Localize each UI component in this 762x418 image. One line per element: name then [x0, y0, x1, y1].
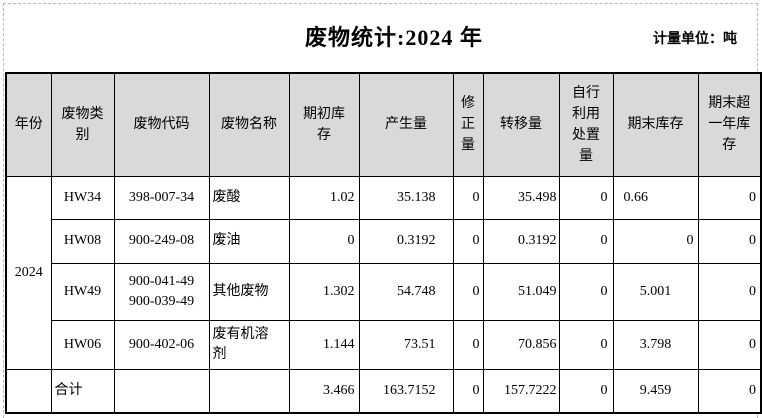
code-cell: 398-007-34 [113, 175, 210, 220]
header-end-over-year: 期末超 一年库 存 [697, 72, 762, 177]
end-over-year-stock-cell: 0 [697, 368, 762, 414]
total-empty-name-cell [208, 368, 290, 414]
header-corrected: 修 正 量 [452, 72, 484, 177]
transferred-cell: 70.856 [482, 319, 560, 370]
begin-stock-cell: 1.144 [288, 319, 360, 370]
begin-stock-cell: 0 [288, 218, 360, 264]
name-cell: 其他废物 [208, 262, 290, 321]
header-generated: 产生量 [358, 72, 454, 177]
category-cell: HW06 [50, 319, 115, 370]
header-transferred: 转移量 [482, 72, 560, 177]
corrected-cell: 0 [452, 175, 484, 220]
header-begin-stock: 期初库 存 [288, 72, 360, 177]
name-cell: 废酸 [208, 175, 290, 220]
name-cell: 废有机溶 剂 [208, 319, 290, 370]
self-disposal-cell: 0 [558, 218, 614, 264]
code-cell: 900-249-08 [113, 218, 210, 264]
waste-row: HW49 900-041-49 900-039-49 其他废物 1.302 54.748… [6, 262, 762, 321]
header-code: 废物代码 [113, 72, 210, 177]
generated-cell: 0.3192 [358, 218, 454, 264]
transferred-cell: 157.7222 [482, 368, 560, 414]
corrected-cell: 0 [452, 218, 484, 264]
waste-row: HW06 900-402-06 废有机溶 剂 1.144 73.51 0 70.856 0 3.… [6, 319, 762, 370]
end-over-year-stock-cell: 0 [697, 175, 762, 220]
header-row: 年份 废物类 别废物代码 废物名称 期初库 存产生量修 正 量转移量 自行 利用 处置 … [5, 72, 762, 177]
self-disposal-cell: 0 [558, 368, 614, 414]
corrected-cell: 0 [452, 262, 484, 321]
end-stock-cell: 5.001 [612, 262, 699, 321]
corrected-cell: 0 [452, 368, 484, 414]
waste-stats-table: 年份 废物类 别废物代码 废物名称 期初库 存产生量修 正 量转移量 自行 利用 处置 … [5, 72, 762, 414]
begin-stock-cell: 1.02 [288, 175, 360, 220]
generated-cell: 35.138 [358, 175, 454, 220]
category-cell: HW08 [50, 218, 115, 264]
self-disposal-cell: 0 [558, 319, 614, 370]
generated-cell: 73.51 [358, 319, 454, 370]
end-over-year-stock-cell: 0 [697, 319, 762, 370]
total-empty-code-cell [113, 368, 210, 414]
generated-cell: 163.7152 [358, 368, 454, 414]
self-disposal-cell: 0 [558, 262, 614, 321]
begin-stock-cell: 3.466 [288, 368, 360, 414]
generated-cell: 54.748 [358, 262, 454, 321]
page-title: 废物统计:2024 年 [305, 25, 483, 50]
header-end-stock: 期末库存 [612, 72, 699, 177]
category-cell: HW49 [50, 262, 115, 321]
transferred-cell: 51.049 [482, 262, 560, 321]
header-category: 废物类 别 [50, 72, 115, 177]
table-body: 2024 HW34 398-007-34 废酸 1.02 35.138 0 35.498 0 0.… [5, 175, 762, 414]
unit-label: 计量单位：吨 [653, 32, 737, 47]
end-stock-cell: 3.798 [612, 319, 699, 370]
code-cell: 900-041-49 900-039-49 [113, 262, 210, 321]
self-disposal-cell: 0 [558, 175, 614, 220]
header-name: 废物名称 [208, 72, 290, 177]
total-empty-year-cell [5, 368, 52, 414]
code-cell: 900-402-06 [113, 319, 210, 370]
name-cell: 废油 [208, 218, 290, 264]
category-cell: HW34 [50, 175, 115, 220]
end-stock-cell: 9.459 [612, 368, 699, 414]
end-over-year-stock-cell: 0 [697, 262, 762, 321]
header-self-disposal: 自行 利用 处置 量 [558, 72, 614, 177]
waste-row: 2024 HW34 398-007-34 废酸 1.02 35.138 0 35.498 0 0.… [5, 175, 762, 370]
total-label-cell: 合计 [50, 368, 115, 414]
waste-row: HW08 900-249-08 废油 0 0.3192 0 0.3192 0 0 0 [6, 218, 762, 264]
end-stock-cell: 0 [612, 218, 699, 264]
header-year: 年份 [5, 72, 52, 177]
begin-stock-cell: 1.302 [288, 262, 360, 321]
total-row: 合计 3.466 163.7152 0 157.7222 0 9.459 0 [5, 368, 762, 414]
corrected-cell: 0 [452, 319, 484, 370]
end-over-year-stock-cell: 0 [697, 218, 762, 264]
end-stock-cell: 0.66 [612, 175, 699, 220]
year-cell: 2024 [5, 175, 52, 370]
transferred-cell: 0.3192 [482, 218, 560, 264]
transferred-cell: 35.498 [482, 175, 560, 220]
